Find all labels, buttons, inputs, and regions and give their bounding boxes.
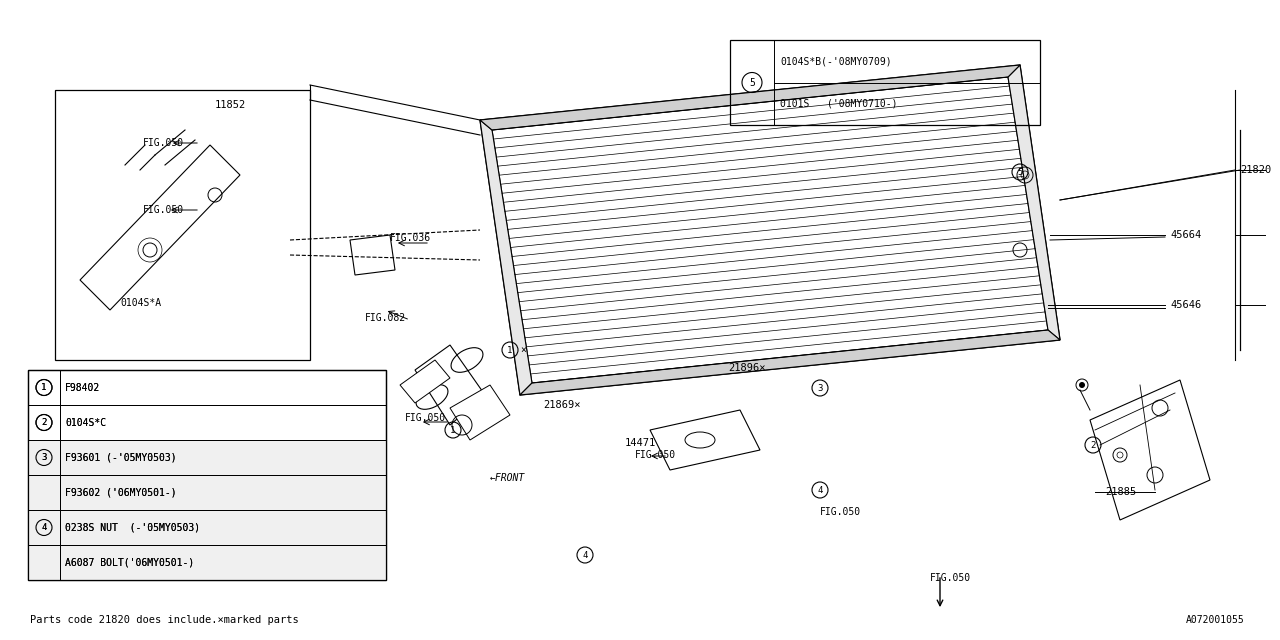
Text: 45664: 45664 [1170, 230, 1201, 240]
Text: FIG.050: FIG.050 [143, 205, 184, 215]
Text: 0104S*C: 0104S*C [65, 417, 106, 428]
Text: 21869×: 21869× [543, 400, 581, 410]
Bar [28, 370, 387, 580]
Polygon shape [480, 65, 1020, 130]
Text: FIG.050: FIG.050 [404, 413, 447, 423]
Circle shape [1079, 382, 1085, 388]
Text: A072001055: A072001055 [1187, 615, 1245, 625]
Polygon shape [480, 120, 532, 395]
Text: 0104S*B(-'08MY0709): 0104S*B(-'08MY0709) [780, 56, 892, 67]
Text: 0104S*A: 0104S*A [120, 298, 161, 308]
Text: ×: × [520, 345, 526, 355]
Text: 0238S NUT  (-'05MY0503): 0238S NUT (-'05MY0503) [65, 522, 200, 532]
Text: 21885: 21885 [1105, 487, 1137, 497]
Bar [28, 440, 387, 510]
Text: FIG.036: FIG.036 [390, 233, 431, 243]
Polygon shape [451, 385, 509, 440]
Bar [730, 40, 1039, 125]
Text: 21896×: 21896× [728, 363, 765, 373]
Text: 5: 5 [749, 77, 755, 88]
Text: 1: 1 [451, 426, 456, 435]
Text: F93601 (-'05MY0503): F93601 (-'05MY0503) [65, 452, 177, 463]
Text: F98402: F98402 [65, 383, 100, 392]
Text: 4: 4 [41, 523, 46, 532]
Text: ←FRONT: ←FRONT [490, 473, 525, 483]
Text: 2: 2 [41, 418, 46, 427]
Text: FIG.050: FIG.050 [143, 138, 184, 148]
Polygon shape [81, 145, 241, 310]
Text: 4: 4 [41, 523, 46, 532]
Text: 2: 2 [41, 418, 46, 427]
Polygon shape [520, 330, 1060, 395]
Polygon shape [1091, 380, 1210, 520]
Bar [28, 510, 387, 580]
Text: FIG.050: FIG.050 [931, 573, 972, 583]
Text: 21820: 21820 [1240, 165, 1271, 175]
Text: FIG.050: FIG.050 [635, 450, 676, 460]
Text: FIG.082: FIG.082 [365, 313, 406, 323]
Polygon shape [401, 360, 451, 403]
Polygon shape [492, 77, 1048, 383]
Text: F93602 ('06MY0501-): F93602 ('06MY0501-) [65, 488, 177, 497]
Text: Parts code 21820 does include.×marked parts: Parts code 21820 does include.×marked pa… [29, 615, 298, 625]
Text: 3: 3 [41, 453, 46, 462]
Polygon shape [415, 345, 485, 425]
Text: 4: 4 [818, 486, 823, 495]
Text: 1: 1 [41, 383, 46, 392]
Text: A6087 BOLT('06MY0501-): A6087 BOLT('06MY0501-) [65, 557, 195, 568]
Text: 0238S NUT  (-'05MY0503): 0238S NUT (-'05MY0503) [65, 522, 200, 532]
Text: 4: 4 [582, 550, 588, 559]
Text: F93602 ('06MY0501-): F93602 ('06MY0501-) [65, 488, 177, 497]
Text: F98402: F98402 [65, 383, 100, 392]
Bar [28, 370, 387, 580]
Text: F93601 (-'05MY0503): F93601 (-'05MY0503) [65, 452, 177, 463]
Text: 3: 3 [818, 383, 823, 392]
Text: FIG.050: FIG.050 [820, 507, 861, 517]
Text: 45646: 45646 [1170, 300, 1201, 310]
Polygon shape [1009, 65, 1060, 340]
Text: 11852: 11852 [215, 100, 246, 110]
Text: 0101S   ('08MY0710-): 0101S ('08MY0710-) [780, 99, 897, 109]
Text: 3: 3 [41, 453, 46, 462]
Text: 5: 5 [1018, 168, 1023, 177]
Bar [55, 90, 310, 360]
Text: 2: 2 [1091, 440, 1096, 449]
Text: 0104S*C: 0104S*C [65, 417, 106, 428]
Text: 1: 1 [507, 346, 513, 355]
Polygon shape [650, 410, 760, 470]
Polygon shape [349, 235, 396, 275]
Text: 1: 1 [41, 383, 46, 392]
Text: A6087 BOLT('06MY0501-): A6087 BOLT('06MY0501-) [65, 557, 195, 568]
Text: 14471: 14471 [625, 438, 657, 448]
